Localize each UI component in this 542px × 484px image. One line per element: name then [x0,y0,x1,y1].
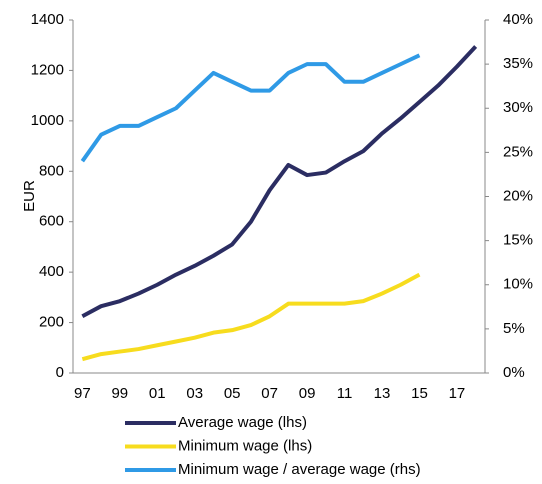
y2-tick-label: 10% [503,276,533,293]
y-tick-label: 1400 [31,11,64,28]
series-line [81,45,478,319]
x-tick-label: 05 [224,385,241,402]
y2-tick-label: 5% [503,320,525,337]
y2-tick-label: 30% [503,99,533,116]
x-tick-label: 11 [337,385,353,402]
y-tick-label: 200 [39,314,64,331]
y-tick-label: 600 [39,213,64,230]
x-tick-label: 97 [74,385,91,402]
y2-tick-label: 20% [503,187,533,204]
x-tick-label: 17 [449,385,466,402]
y-tick-label: 1000 [31,112,64,129]
legend-label: Minimum wage (lhs) [178,437,312,454]
y2-tick-label: 40% [503,11,533,28]
y2-tick-label: 35% [503,55,533,72]
y-tick-label: 1200 [31,61,64,78]
y2-tick-label: 0% [503,364,525,381]
y-tick-label: 400 [39,263,64,280]
y-axis-label: EUR [21,180,38,212]
series-line [80,53,421,163]
y2-tick-label: 25% [503,143,533,160]
x-tick-label: 03 [186,385,203,402]
legend-label: Minimum wage / average wage (rhs) [178,461,421,478]
y-tick-label: 0 [56,364,64,381]
x-tick-label: 09 [299,385,316,402]
x-tick-label: 15 [411,385,428,402]
y2-tick-label: 15% [503,232,533,249]
x-tick-label: 07 [261,385,278,402]
x-tick-label: 01 [149,385,166,402]
y-tick-label: 800 [39,162,64,179]
legend-label: Average wage (lhs) [178,414,307,431]
series-line [81,272,421,362]
x-tick-label: 99 [111,385,128,402]
x-tick-label: 13 [374,385,391,402]
